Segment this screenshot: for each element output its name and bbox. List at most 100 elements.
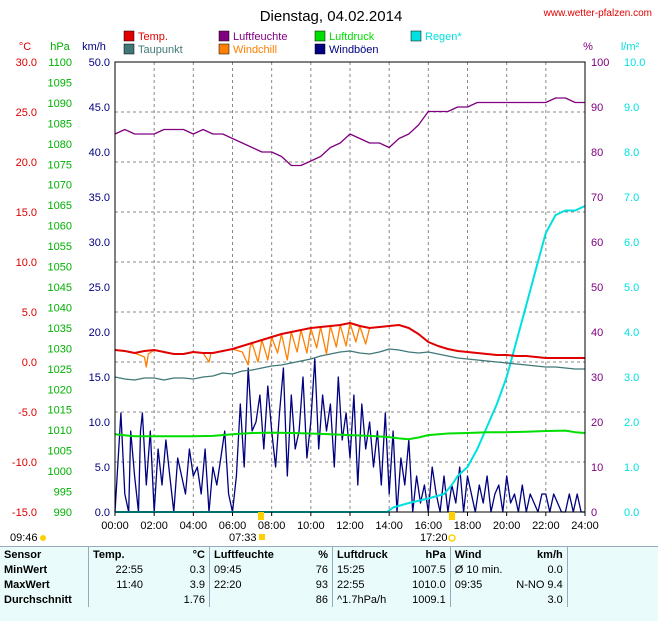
temp-tick-label: 30.0 bbox=[16, 57, 37, 69]
pressure-tick-label: 1065 bbox=[48, 200, 72, 212]
x-tick-label: 10:00 bbox=[297, 520, 325, 532]
rain-tick-label: 6.0 bbox=[624, 237, 639, 249]
hum-max-value: 93 bbox=[315, 578, 328, 591]
hum-avg-time bbox=[209, 592, 278, 607]
press-max-value: 1010.0 bbox=[412, 578, 446, 591]
press-avg-trend: ^1.7hPa/h bbox=[331, 592, 392, 607]
stats-row-avg: Durchschnitt 1.76 86 ^1.7hPa/h 1009.1 3.… bbox=[0, 592, 646, 607]
legend-label: Regen* bbox=[425, 31, 462, 43]
pressure-tick-label: 1100 bbox=[48, 57, 72, 69]
series-line-temp bbox=[114, 322, 585, 359]
pressure-unit-label: hPa bbox=[50, 41, 70, 53]
legend-swatch bbox=[123, 43, 135, 55]
rain-tick-label: 9.0 bbox=[624, 102, 639, 114]
legend-label: Windchill bbox=[233, 44, 277, 56]
pressure-tick-label: 1070 bbox=[48, 180, 72, 192]
legend-swatch bbox=[410, 30, 422, 42]
temp-min-value: 0.3 bbox=[189, 563, 205, 576]
wind-max-value: N-NO 9.4 bbox=[516, 578, 563, 591]
x-tick-label: 20:00 bbox=[493, 520, 521, 532]
x-axis: 00:00 02:00 04:00 06:00 08:00 10:00 12:00 14:00… bbox=[101, 512, 599, 532]
temp-max-time: 11:40 bbox=[88, 577, 147, 592]
temp-header: Temp. bbox=[88, 547, 147, 562]
pressure-tick-label: 1040 bbox=[48, 302, 72, 314]
humidity-tick-label: 100 bbox=[591, 57, 609, 69]
sunrise-label: 09:46 bbox=[10, 532, 38, 544]
dusk-tick-marker bbox=[449, 512, 455, 520]
legend-label: Luftdruck bbox=[329, 31, 375, 43]
pressure-tick-label: 990 bbox=[54, 507, 72, 519]
wind-min-time: Ø 10 min. bbox=[449, 562, 509, 577]
temp-max-value: 3.9 bbox=[189, 578, 205, 591]
pressure-tick-label: 995 bbox=[54, 487, 72, 499]
pressure-tick-label: 1080 bbox=[48, 139, 72, 151]
stats-row-max: MaxWert 11:40 3.9 22:20 93 22:55 1010.0 … bbox=[0, 577, 646, 592]
humidity-tick-label: 20 bbox=[591, 417, 603, 429]
legend-swatch bbox=[218, 43, 230, 55]
row-label: Durchschnitt bbox=[4, 593, 72, 606]
wind-tick-label: 10.0 bbox=[89, 417, 110, 429]
x-tick-label: 00:00 bbox=[101, 520, 129, 532]
wind-tick-label: 0.0 bbox=[95, 507, 110, 519]
temp-tick-label: -5.0 bbox=[18, 407, 37, 419]
temp-avg-time bbox=[88, 592, 147, 607]
axes: 30.0 25.0 20.0 15.0 10.0 5.0 0.0 -5.0 -10.0 -15.0… bbox=[12, 57, 646, 519]
wind-tick-label: 30.0 bbox=[89, 237, 110, 249]
humidity-tick-label: 40 bbox=[591, 327, 603, 339]
humidity-tick-label: 10 bbox=[591, 462, 603, 474]
pressure-tick-label: 1095 bbox=[48, 77, 72, 89]
temp-min-time: 22:55 bbox=[88, 562, 147, 577]
pressure-tick-label: 1030 bbox=[48, 343, 72, 355]
humidity-tick-label: 80 bbox=[591, 147, 603, 159]
legend-label: Luftfeuchte bbox=[233, 31, 287, 43]
press-avg-value: 1009.1 bbox=[412, 593, 446, 606]
series-line-luftfeuchte bbox=[114, 97, 585, 167]
sunrise-icon bbox=[40, 535, 46, 541]
rain-tick-label: 7.0 bbox=[624, 192, 639, 204]
humidity-tick-label: 60 bbox=[591, 237, 603, 249]
x-tick-label: 06:00 bbox=[219, 520, 247, 532]
temp-tick-label: -15.0 bbox=[12, 507, 37, 519]
temp-unit-header: °C bbox=[147, 547, 210, 562]
legend: Temp. Luftfeuchte Luftdruck Regen* Taupunkt W… bbox=[123, 30, 462, 56]
rain-tick-label: 10.0 bbox=[624, 57, 645, 69]
row-label: MinWert bbox=[4, 563, 48, 576]
hum-min-time: 09:45 bbox=[209, 562, 278, 577]
pressure-tick-label: 1075 bbox=[48, 159, 72, 171]
wind-tick-label: 20.0 bbox=[89, 327, 110, 339]
wind-unit-label: km/h bbox=[82, 41, 106, 53]
pressure-tick-label: 1060 bbox=[48, 221, 72, 233]
temp-tick-label: 10.0 bbox=[16, 257, 37, 269]
temp-tick-label: 25.0 bbox=[16, 107, 37, 119]
series-line-regen bbox=[115, 205, 586, 513]
pressure-tick-label: 1085 bbox=[48, 118, 72, 130]
pressure-tick-label: 1090 bbox=[48, 98, 72, 110]
statistics-panel: Sensor Temp. °C Luftfeuchte % Luftdruck … bbox=[0, 546, 658, 621]
sensor-header: Sensor bbox=[0, 547, 89, 562]
hum-unit-header: % bbox=[278, 547, 333, 562]
wind-tick-label: 50.0 bbox=[89, 57, 110, 69]
series-line-taupunkt bbox=[114, 348, 585, 381]
temp-tick-label: 20.0 bbox=[16, 157, 37, 169]
rain-tick-label: 8.0 bbox=[624, 147, 639, 159]
rain-tick-label: 1.0 bbox=[624, 462, 639, 474]
x-tick-label: 22:00 bbox=[532, 520, 560, 532]
x-tick-label: 24:00 bbox=[571, 520, 599, 532]
x-tick-label: 18:00 bbox=[454, 520, 482, 532]
rain-unit-label: l/m² bbox=[621, 41, 640, 53]
legend-swatch bbox=[218, 30, 230, 42]
wind-unit-header: km/h bbox=[508, 547, 568, 562]
pressure-tick-label: 1050 bbox=[48, 262, 72, 274]
dawn-tick-marker bbox=[258, 512, 264, 520]
pressure-tick-label: 1015 bbox=[48, 405, 72, 417]
series-line-luftdruck bbox=[114, 429, 586, 441]
legend-label: Temp. bbox=[138, 31, 168, 43]
legend-swatch bbox=[314, 43, 326, 55]
pressure-tick-label: 1045 bbox=[48, 282, 72, 294]
temp-tick-label: 15.0 bbox=[16, 207, 37, 219]
humidity-tick-label: 50 bbox=[591, 282, 603, 294]
site-link[interactable]: www.wetter-pfalzen.com bbox=[543, 8, 652, 19]
legend-swatch bbox=[123, 30, 135, 42]
humidity-tick-label: 0 bbox=[591, 507, 597, 519]
grid bbox=[115, 62, 585, 512]
